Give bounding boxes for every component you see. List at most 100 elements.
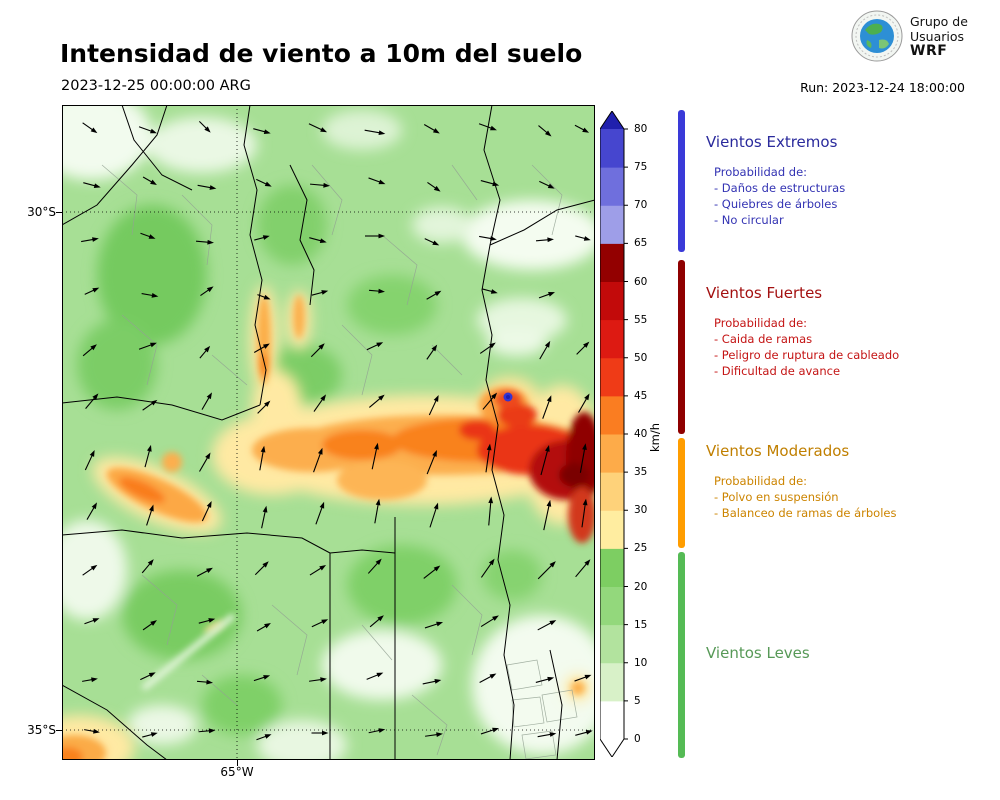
colorbar-tick-label: 40 — [634, 428, 648, 440]
wind-arrow — [138, 126, 157, 134]
wind-arrow — [429, 502, 439, 528]
wind-arrow — [538, 125, 552, 137]
lat-tickmark-30s — [56, 212, 62, 213]
wind-arrow — [574, 124, 590, 133]
wind-arrow — [426, 290, 442, 300]
wind-arrow — [581, 498, 588, 528]
wind-arrow — [256, 734, 272, 741]
wind-arrow — [478, 123, 497, 131]
wind-arrow — [537, 561, 556, 580]
legend-item: - Caida de ramas — [714, 332, 813, 346]
wind-arrow — [142, 176, 157, 185]
wrf-globe-icon — [851, 10, 903, 62]
logo-line-2: Usuarios — [910, 28, 965, 44]
wind-arrow — [426, 344, 438, 360]
wind-arrow — [574, 674, 592, 682]
wind-arrow — [482, 288, 498, 294]
wind-arrow — [144, 444, 152, 468]
light-wind-patches — [62, 105, 595, 760]
legend-bar-vientos-extremos — [678, 110, 685, 252]
legend-item: - Quiebres de árboles — [714, 197, 838, 211]
wind-arrow — [368, 728, 386, 734]
wind-arrow — [142, 620, 157, 631]
wind-arrow — [479, 673, 497, 683]
colorbar-segment — [600, 700, 624, 740]
wind-arrow — [142, 732, 158, 738]
wind-arrow — [540, 445, 550, 476]
colorbar-under-arrow — [600, 739, 624, 757]
wind-arrow — [479, 342, 496, 354]
wind-arrow — [84, 618, 100, 625]
valid-datetime: 2023-12-25 00:00:00 ARG — [61, 78, 251, 94]
strong-wind-cores — [62, 295, 595, 760]
logo-line-1: Grupo de — [910, 13, 968, 29]
wind-arrow — [309, 237, 327, 243]
wind-arrow — [374, 498, 381, 524]
wind-arrow — [368, 177, 386, 185]
wind-arrow — [371, 442, 379, 470]
wind-arrow — [539, 180, 555, 189]
wind-arrow — [364, 129, 386, 136]
wind-arrow — [313, 394, 327, 412]
wind-arrow — [479, 235, 497, 241]
wind-arrow — [140, 672, 156, 681]
wind-arrow — [315, 501, 325, 525]
map-frame — [62, 105, 595, 760]
wind-arrow — [256, 178, 272, 187]
colorbar-tick-label: 75 — [634, 161, 648, 174]
wind-arrow — [422, 679, 442, 685]
wind-arrow — [308, 123, 328, 133]
wind-arrow — [480, 615, 499, 628]
legend-item: - Dificultad de avance — [714, 364, 841, 378]
wind-arrow — [426, 449, 437, 475]
legend-probability-label: Probabilidad de: — [714, 165, 808, 179]
colorbar-tick-label: 65 — [634, 237, 648, 250]
wind-arrow — [535, 676, 555, 683]
pale-valley-streak — [142, 614, 235, 690]
wind-arrow — [543, 499, 552, 531]
wind-arrow — [311, 290, 329, 296]
legend-section-vientos-extremos: Vientos Extremos Probabilidad de: - Daño… — [706, 133, 991, 228]
wind-arrow — [141, 292, 159, 298]
wind-arrow — [428, 395, 439, 416]
wind-intensity-map — [61, 104, 596, 761]
wind-arrow — [311, 619, 329, 628]
wind-arrow — [575, 730, 593, 736]
wind-arrow — [365, 233, 385, 239]
colorbar-segment — [600, 586, 624, 626]
wind-arrow — [367, 558, 382, 574]
wind-arrow — [485, 443, 492, 473]
colorbar-tick-label: 10 — [634, 656, 648, 669]
legend-section-vientos-moderados: Vientos Moderados Probabilidad de: - Pol… — [706, 442, 991, 521]
map-panel — [61, 104, 596, 761]
wind-arrow — [254, 561, 269, 576]
wind-arrow — [423, 124, 440, 134]
wrf-logo: Grupo de Usuarios WRF — [851, 10, 968, 62]
wind-arrow — [138, 342, 157, 350]
colorbar-segment — [600, 167, 624, 206]
colorbar-tick-label: 80 — [634, 123, 648, 135]
department-boundaries — [101, 164, 578, 760]
legend-title: Vientos Fuertes — [706, 284, 823, 302]
wind-arrow — [146, 504, 154, 526]
wind-arrow — [480, 727, 500, 735]
colorbar-tick-label: 20 — [634, 580, 648, 593]
colorbar-segment — [600, 129, 624, 168]
colorbar-over-arrow — [600, 111, 624, 129]
colorbar-tick-label: 25 — [634, 542, 648, 555]
lon-tickmark-65w — [237, 760, 238, 766]
wind-arrow — [85, 393, 99, 410]
wind-arrow — [201, 392, 212, 410]
colorbar-tick-label: 0 — [634, 733, 641, 745]
wind-arrow — [196, 567, 213, 577]
wind-arrow — [142, 399, 158, 411]
colorbar-segment — [600, 548, 624, 587]
colorbar-segment — [600, 319, 624, 359]
legend-probability-label: Probabilidad de: — [714, 474, 808, 488]
colorbar-tick-label: 5 — [634, 694, 641, 707]
wind-arrow — [83, 182, 101, 188]
wind-arrow — [309, 182, 330, 188]
legend-bar-vientos-leves — [678, 552, 685, 758]
wind-arrow — [195, 239, 214, 245]
legend-item: - Polvo en suspensión — [714, 490, 839, 504]
